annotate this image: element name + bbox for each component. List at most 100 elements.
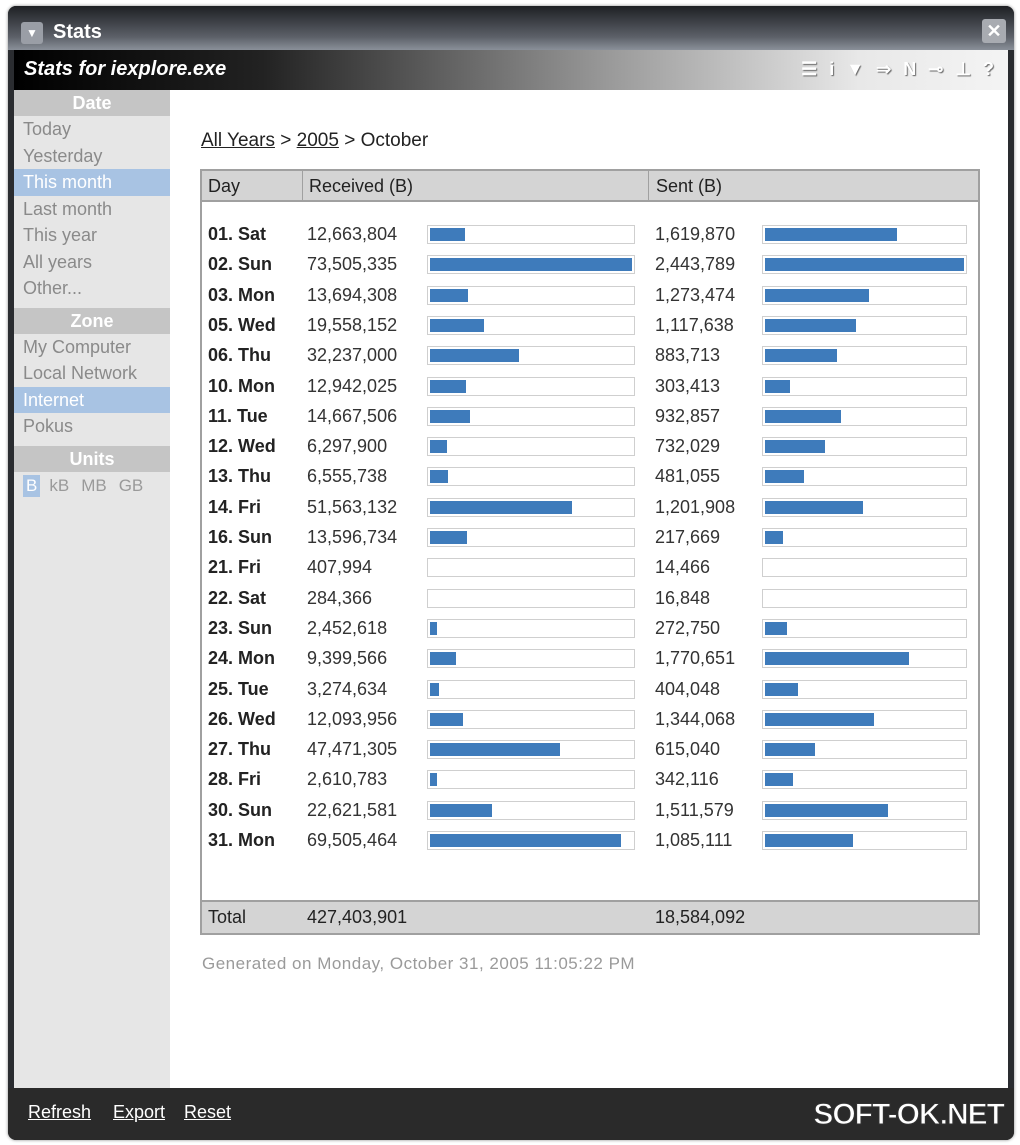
- table-row: 02. Sun 73,505,335 2,443,789: [202, 249, 978, 279]
- sent-bar-fill: [765, 621, 788, 635]
- received-bar-fill: [430, 743, 561, 757]
- day-cell: 16. Sun: [208, 527, 273, 547]
- breadcrumb-year[interactable]: 2005: [296, 130, 339, 151]
- unit-gb[interactable]: GB: [118, 475, 144, 495]
- main-content: All Years > 2005 > October Day Received …: [170, 90, 1008, 1088]
- sent-bar-fill: [765, 228, 897, 241]
- sent-bar: [762, 740, 967, 760]
- table-row: 30. Sun 22,621,581 1,511,579: [202, 795, 978, 825]
- sent-cell: 14,466: [655, 557, 711, 578]
- close-button[interactable]: ✕: [982, 19, 1006, 43]
- table-row: 28. Fri 2,610,783 342,116: [202, 764, 978, 794]
- table-row: 06. Thu 32,237,000 883,713: [202, 340, 978, 370]
- sent-bar: [762, 679, 967, 699]
- day-cell: 12. Wed: [208, 436, 276, 457]
- received-cell: 69,505,464: [307, 830, 398, 850]
- sent-cell: 2,443,789: [655, 254, 736, 275]
- key-icon[interactable]: ⊸: [928, 59, 944, 79]
- stats-window: ▼ Stats ✕ Stats for iexplore.exe ☰ i ▼ ⇒…: [8, 6, 1014, 1140]
- window-menu-button[interactable]: ▼: [21, 22, 43, 44]
- network-icon[interactable]: ⊥: [955, 59, 971, 79]
- sent-bar: [762, 800, 967, 820]
- sent-bar: [762, 376, 967, 396]
- sidebar-item-last-month[interactable]: Last month: [23, 198, 113, 219]
- export-link[interactable]: Export: [113, 1102, 166, 1122]
- sent-cell: 217,669: [655, 527, 721, 547]
- sent-cell: 1,273,474: [655, 284, 736, 305]
- refresh-link[interactable]: Refresh: [28, 1102, 92, 1122]
- sidebar-item-local-network[interactable]: Local Network: [23, 363, 138, 383]
- sidebar-item-today[interactable]: Today: [23, 119, 72, 139]
- received-bar: [427, 831, 635, 850]
- sent-bar: [762, 558, 967, 578]
- sent-bar-fill: [765, 531, 783, 544]
- received-cell: 13,596,734: [307, 527, 398, 547]
- received-bar: [427, 800, 635, 820]
- received-bar: [427, 225, 635, 244]
- table-row: 14. Fri 51,563,132 1,201,908: [202, 492, 978, 522]
- sidebar-item-other[interactable]: Other...: [23, 278, 83, 298]
- table-row: 24. Mon 9,399,566 1,770,651: [202, 643, 978, 673]
- day-cell: 24. Mon: [208, 648, 276, 669]
- sidebar-item-my-computer[interactable]: My Computer: [23, 336, 132, 357]
- table-row: 31. Mon 69,505,464 1,085,111: [202, 825, 978, 855]
- day-cell: 22. Sat: [208, 587, 267, 608]
- watermark-logo: SOFT-OK.NET: [813, 1098, 1006, 1132]
- sent-bar: [762, 437, 967, 457]
- received-cell: 12,663,804: [307, 224, 398, 244]
- table-row: 12. Wed 6,297,900 732,029: [202, 431, 978, 461]
- sent-cell: 481,055: [655, 466, 721, 487]
- n-icon[interactable]: N: [903, 59, 917, 79]
- table-row: 05. Wed 19,558,152 1,117,638: [202, 310, 978, 340]
- received-cell: 3,274,634: [307, 678, 388, 699]
- received-bar: [427, 649, 635, 669]
- sidebar-item-yesterday[interactable]: Yesterday: [23, 145, 103, 166]
- header-sent[interactable]: Sent (B): [656, 176, 723, 196]
- sidebar-item-this-month[interactable]: This month: [14, 169, 170, 196]
- sent-cell: 342,116: [655, 769, 719, 790]
- table-row: 13. Thu 6,555,738 481,055: [202, 461, 978, 491]
- help-icon[interactable]: ?: [983, 59, 994, 79]
- day-cell: 25. Tue: [208, 678, 269, 699]
- sidebar-item-pokus[interactable]: Pokus: [23, 416, 74, 436]
- received-bar-fill: [430, 470, 449, 484]
- day-cell: 31. Mon: [208, 830, 276, 850]
- received-bar-fill: [430, 349, 519, 363]
- received-bar-fill: [430, 500, 572, 514]
- list-icon[interactable]: ☰: [801, 59, 818, 79]
- breadcrumb-all-years[interactable]: All Years: [201, 130, 275, 151]
- breadcrumb-month: October: [360, 130, 429, 151]
- sidebar-item-this-year[interactable]: This year: [23, 225, 98, 245]
- received-cell: 284,366: [307, 587, 373, 608]
- day-cell: 13. Thu: [208, 466, 272, 487]
- sent-bar: [762, 709, 967, 729]
- day-cell: 26. Wed: [208, 708, 276, 729]
- total-received: 427,403,901: [307, 907, 408, 927]
- sidebar-item-internet[interactable]: Internet: [14, 386, 170, 413]
- reset-link[interactable]: Reset: [184, 1102, 232, 1122]
- header-received[interactable]: Received (B): [309, 176, 414, 196]
- header-day[interactable]: Day: [208, 176, 241, 196]
- zone-section-header: Zone: [14, 307, 170, 334]
- sent-cell: 883,713: [655, 345, 721, 366]
- sidebar-item-all-years[interactable]: All years: [23, 251, 93, 272]
- unit-b[interactable]: B: [23, 474, 41, 497]
- unit-kb[interactable]: kB: [49, 475, 70, 495]
- sent-cell: 1,770,651: [655, 648, 736, 669]
- table-row: 22. Sat 284,366 16,848: [202, 583, 978, 613]
- filter-icon[interactable]: ▼: [846, 59, 865, 79]
- received-cell: 6,555,738: [307, 466, 388, 487]
- sent-cell: 1,344,068: [655, 708, 736, 729]
- received-bar: [427, 315, 635, 335]
- received-bar-fill: [430, 228, 465, 241]
- received-bar-fill: [430, 318, 484, 332]
- received-bar: [427, 558, 635, 578]
- received-bar-fill: [430, 288, 468, 302]
- unit-mb[interactable]: MB: [81, 475, 107, 495]
- info-icon[interactable]: i: [829, 59, 835, 79]
- received-cell: 19,558,152: [307, 314, 398, 335]
- title-bar: ▼ Stats ✕: [8, 6, 1014, 50]
- received-bar: [427, 740, 635, 760]
- arrow-icon[interactable]: ⇒: [876, 59, 892, 79]
- received-cell: 13,694,308: [307, 284, 398, 305]
